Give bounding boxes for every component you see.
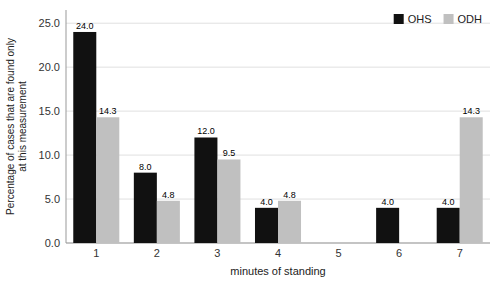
grid-line xyxy=(66,155,490,156)
y-tick-label: 10.0 xyxy=(39,149,60,161)
x-axis-title: minutes of standing xyxy=(230,265,325,277)
bar xyxy=(217,159,240,243)
x-tick-label: 4 xyxy=(275,247,281,259)
legend-item: ODH xyxy=(444,13,483,25)
grid-line xyxy=(66,67,490,68)
bar xyxy=(460,117,483,243)
bar xyxy=(194,137,217,243)
axes: 0.0 5.0 10.0 15.0 20.0 25.0 1 2 3 4 5 6 7 xyxy=(39,10,490,259)
grid xyxy=(66,23,490,243)
bar xyxy=(73,32,96,243)
y-axis-title-line: Percentage of cases that are found only xyxy=(5,38,16,215)
data-label: 4.8 xyxy=(283,190,296,200)
legend-item: OHS xyxy=(394,13,432,25)
data-label: 14.3 xyxy=(462,106,480,116)
chart: 0.0 5.0 10.0 15.0 20.0 25.0 1 2 3 4 5 6 7 24.0 8.0 12.0… xyxy=(0,0,500,283)
data-label: 4.0 xyxy=(381,197,394,207)
y-tick-label: 20.0 xyxy=(39,61,60,73)
data-label: 4.0 xyxy=(260,197,273,207)
y-tick-label: 0.0 xyxy=(45,237,60,249)
data-label: 12.0 xyxy=(197,126,215,136)
y-tick-label: 25.0 xyxy=(39,17,60,29)
grid-line xyxy=(66,199,490,200)
data-labels: 24.0 8.0 12.0 4.0 4.0 4.0 14.3 4.8 9.5 4.8 14.3 xyxy=(76,21,480,207)
data-label: 14.3 xyxy=(99,106,117,116)
legend-swatch xyxy=(394,14,404,24)
x-tick-label: 6 xyxy=(396,247,402,259)
data-label: 4.0 xyxy=(442,197,455,207)
data-label: 8.0 xyxy=(139,162,152,172)
legend-label: ODH xyxy=(458,13,483,25)
x-tick-label: 5 xyxy=(336,247,342,259)
y-axis-title: Percentage of cases that are found onlya… xyxy=(5,38,28,215)
bar xyxy=(278,201,301,243)
bar xyxy=(96,117,119,243)
bar xyxy=(255,208,278,243)
bar xyxy=(339,243,362,244)
x-tick-label: 2 xyxy=(154,247,160,259)
y-axis-title-line: at this measurement xyxy=(17,81,28,172)
bar xyxy=(399,243,422,244)
legend-swatch xyxy=(444,14,454,24)
y-tick-label: 15.0 xyxy=(39,105,60,117)
bar xyxy=(157,201,180,243)
x-tick-label: 3 xyxy=(214,247,220,259)
bars xyxy=(73,32,482,243)
data-label: 9.5 xyxy=(223,148,236,158)
bar xyxy=(316,243,339,244)
x-tick-label: 1 xyxy=(93,247,99,259)
data-label: 4.8 xyxy=(162,190,175,200)
y-tick-label: 5.0 xyxy=(45,193,60,205)
data-label: 24.0 xyxy=(76,21,94,31)
bar xyxy=(376,208,399,243)
bar xyxy=(437,208,460,243)
legend: OHS ODH xyxy=(394,13,482,25)
y-axis-line xyxy=(66,10,67,243)
legend-label: OHS xyxy=(408,13,432,25)
x-tick-label: 7 xyxy=(457,247,463,259)
grid-line xyxy=(66,111,490,112)
bar xyxy=(134,173,157,243)
